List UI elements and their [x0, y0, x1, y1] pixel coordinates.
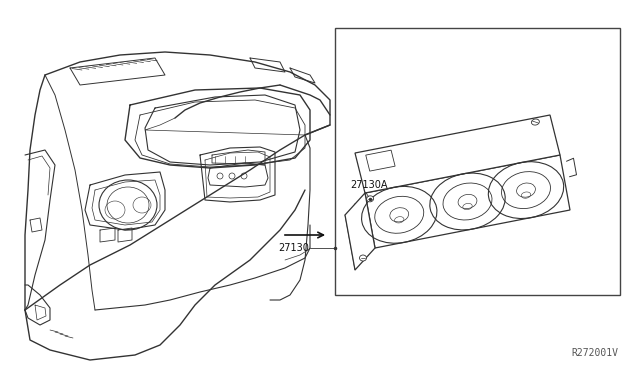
Text: 27130: 27130 — [278, 243, 309, 253]
Ellipse shape — [531, 119, 540, 125]
Ellipse shape — [367, 196, 374, 202]
Polygon shape — [335, 28, 620, 295]
Polygon shape — [345, 193, 375, 270]
Polygon shape — [355, 115, 560, 193]
Ellipse shape — [360, 255, 367, 261]
Polygon shape — [365, 150, 395, 171]
Polygon shape — [365, 155, 570, 248]
Text: 27130A: 27130A — [350, 180, 387, 190]
Text: R272001V: R272001V — [571, 348, 618, 358]
